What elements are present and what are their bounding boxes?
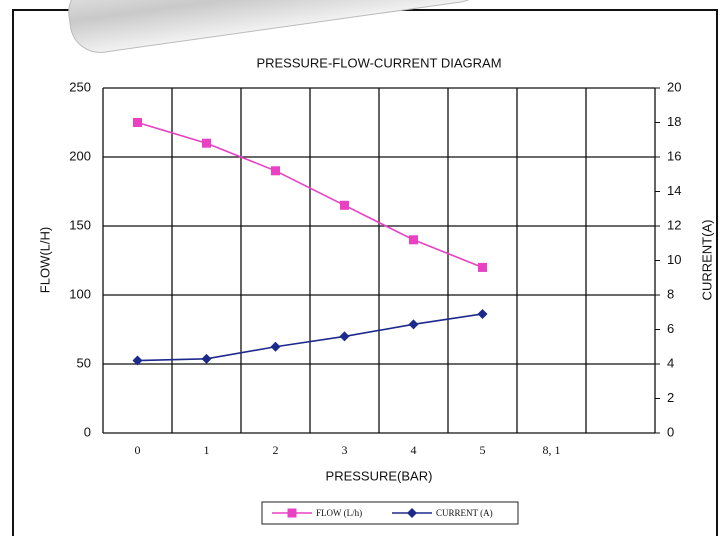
y2-axis-label: CURRENT(A) [699, 220, 714, 301]
y-tick-label: 100 [69, 286, 91, 301]
y2-tick-label: 14 [667, 183, 681, 198]
x-tick-label: 5 [480, 443, 486, 457]
y-axis-label: FLOW(L/H) [37, 227, 52, 293]
series-line [137, 313, 483, 362]
y2-tick-label: 18 [667, 114, 681, 129]
legend [261, 501, 519, 525]
marker [408, 319, 419, 330]
legend-label: FLOW (L/h) [316, 508, 362, 518]
chart-title: PRESSURE-FLOW-CURRENT DIAGRAM [256, 55, 501, 70]
x-axis-label: PRESSURE(BAR) [326, 468, 433, 483]
legend-label: CURRENT (A) [436, 508, 493, 518]
x-tick-label: 3 [342, 443, 348, 457]
x-tick-label: 1 [204, 443, 210, 457]
x-tick-label: 8, 1 [543, 443, 561, 457]
y2-tick-label: 16 [667, 148, 681, 163]
x-tick-label: 2 [273, 443, 279, 457]
marker [133, 118, 142, 127]
series-line [137, 121, 483, 269]
marker [202, 138, 211, 148]
x-tick-label: 0 [135, 443, 141, 457]
frame [12, 9, 718, 536]
y2-tick-label: 0 [667, 424, 674, 439]
y-tick-label: 200 [69, 148, 91, 163]
y2-tick-label: 4 [667, 355, 674, 370]
marker [271, 166, 280, 176]
y2-tick-label: 10 [667, 252, 681, 267]
marker [201, 353, 212, 364]
legend-marker [287, 508, 297, 518]
legend-marker [407, 508, 417, 518]
y-tick-label: 0 [84, 424, 91, 439]
marker [339, 331, 350, 342]
y2-tick-label: 2 [667, 390, 674, 405]
y2-tick-label: 20 [667, 79, 681, 94]
y-tick-label: 150 [69, 217, 91, 232]
marker [478, 262, 487, 272]
marker [409, 235, 418, 245]
y2-tick-label: 8 [667, 286, 674, 301]
product-image [68, 0, 488, 53]
marker [477, 308, 488, 319]
marker [132, 355, 143, 366]
y-tick-label: 250 [69, 79, 91, 94]
y2-tick-label: 6 [667, 321, 674, 336]
marker [270, 341, 281, 352]
y-tick-label: 50 [77, 355, 91, 370]
y2-tick-label: 12 [667, 217, 681, 232]
x-tick-label: 4 [411, 443, 417, 457]
marker [340, 200, 349, 210]
